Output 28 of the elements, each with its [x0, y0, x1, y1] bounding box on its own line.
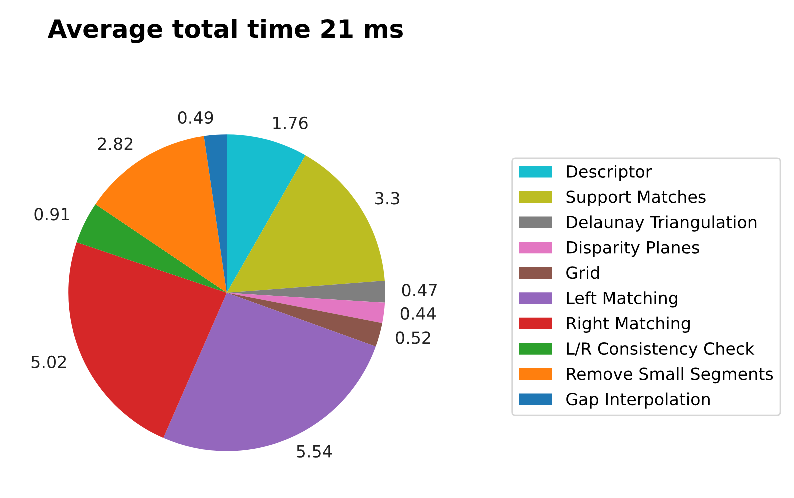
- data-label: 2.82: [98, 138, 133, 150]
- pie-slice: [96, 136, 227, 293]
- chart-title: Average total time 21 ms: [48, 19, 403, 44]
- legend-label: Left Matching: [567, 292, 678, 308]
- pie-slice: [76, 204, 227, 293]
- data-label: 0.44: [400, 307, 436, 320]
- data-label: 1.76: [274, 116, 308, 130]
- legend-label: Grid: [566, 266, 600, 280]
- legend-label: Gap Interpolation: [566, 392, 710, 409]
- data-label: 5.54: [297, 446, 332, 458]
- legend-label: Descriptor: [567, 165, 652, 182]
- pie-slice: [227, 293, 382, 347]
- pie-slice: [68, 242, 227, 438]
- data-label: 0.91: [34, 208, 70, 221]
- data-label: 5.02: [32, 356, 66, 368]
- pie-slice: [227, 293, 386, 324]
- legend-label: L/R Consistency Check: [567, 342, 755, 358]
- legend-label: Right Matching: [567, 316, 690, 334]
- legend-label: Delaunay Triangulation: [567, 216, 757, 232]
- pie-slice: [204, 134, 227, 293]
- legend-label: Remove Small Segments: [567, 367, 774, 384]
- data-label: 0.49: [178, 111, 214, 124]
- legend-label: Disparity Planes: [567, 240, 700, 258]
- data-label: 0.52: [396, 332, 430, 344]
- pie-slice: [227, 134, 306, 293]
- data-label: 0.47: [402, 284, 437, 297]
- data-label: 3.3: [376, 192, 400, 205]
- legend-label: Support Matches: [566, 190, 706, 207]
